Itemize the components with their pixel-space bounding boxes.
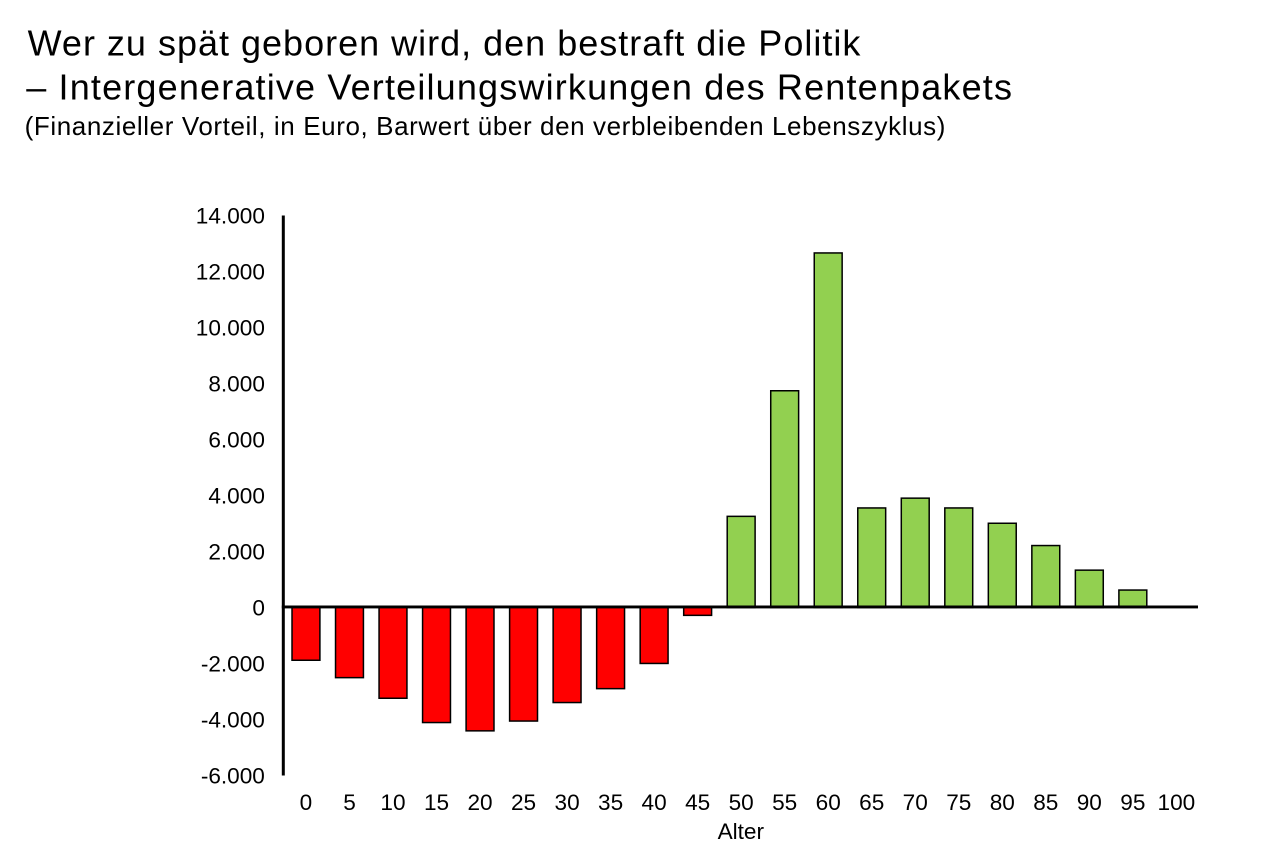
- svg-text:10.000: 10.000: [196, 315, 265, 340]
- svg-text:70: 70: [903, 790, 928, 815]
- svg-text:90: 90: [1077, 790, 1102, 815]
- svg-text:Alter: Alter: [718, 819, 765, 844]
- svg-text:-6.000: -6.000: [201, 763, 265, 788]
- svg-text:65: 65: [859, 790, 884, 815]
- svg-text:– Intergenerative Verteilungsw: – Intergenerative Verteilungswirkungen d…: [26, 67, 1013, 108]
- svg-text:60: 60: [816, 790, 841, 815]
- svg-text:(Finanzieller Vorteil, in Euro: (Finanzieller Vorteil, in Euro, Barwert …: [25, 111, 946, 141]
- svg-text:Wer zu spät geboren wird, den: Wer zu spät geboren wird, den bestraft d…: [28, 23, 862, 64]
- svg-text:55: 55: [772, 790, 797, 815]
- svg-text:30: 30: [555, 790, 580, 815]
- svg-text:5: 5: [343, 790, 356, 815]
- svg-text:6.000: 6.000: [208, 427, 265, 452]
- svg-text:100: 100: [1158, 790, 1196, 815]
- svg-text:50: 50: [729, 790, 754, 815]
- svg-text:8.000: 8.000: [208, 371, 265, 396]
- svg-text:10: 10: [380, 790, 405, 815]
- svg-text:85: 85: [1033, 790, 1058, 815]
- svg-text:0: 0: [252, 595, 265, 620]
- svg-text:15: 15: [424, 790, 449, 815]
- svg-text:25: 25: [511, 790, 536, 815]
- svg-text:75: 75: [946, 790, 971, 815]
- svg-text:4.000: 4.000: [208, 483, 265, 508]
- svg-text:2.000: 2.000: [208, 539, 265, 564]
- svg-text:20: 20: [467, 790, 492, 815]
- svg-text:12.000: 12.000: [196, 259, 265, 284]
- svg-text:80: 80: [990, 790, 1015, 815]
- svg-text:-2.000: -2.000: [201, 651, 265, 676]
- svg-text:45: 45: [685, 790, 710, 815]
- svg-text:0: 0: [300, 790, 313, 815]
- svg-text:35: 35: [598, 790, 623, 815]
- svg-text:-4.000: -4.000: [201, 707, 265, 732]
- svg-text:95: 95: [1120, 790, 1145, 815]
- svg-text:14.000: 14.000: [196, 203, 265, 228]
- svg-text:40: 40: [642, 790, 667, 815]
